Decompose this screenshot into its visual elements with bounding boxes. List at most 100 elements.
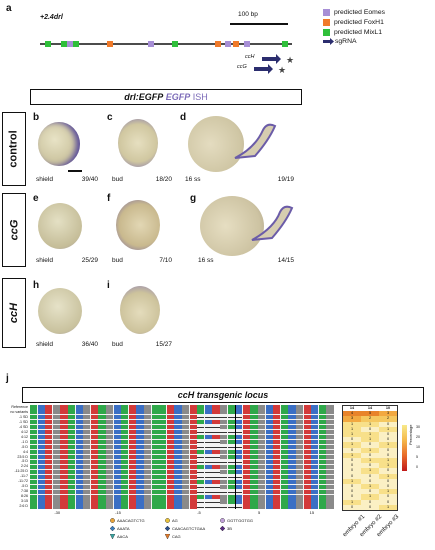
alignment-legend-item: GGTTGGTGG: [220, 518, 253, 523]
alignment-row-name: Reference: [11, 405, 28, 409]
alignment-cell: [144, 449, 152, 455]
alignment-cell: [250, 425, 258, 430]
alignment-cell: [113, 410, 121, 415]
colorbar-tick: 10: [416, 445, 420, 449]
ish-header: drl:EGFP EGFP ISH: [30, 89, 302, 105]
alignment-cell: [265, 410, 273, 415]
alignment-cell: [227, 435, 235, 440]
alignment-cell: [220, 499, 228, 504]
heatmap-cell: 1: [343, 442, 361, 448]
alignment-cell: [83, 499, 91, 504]
alignment-cell: [136, 459, 144, 465]
alignment-cell: [159, 489, 167, 494]
alignment-cell: [280, 469, 288, 474]
heatmap-cell: 2: [361, 416, 379, 422]
cut-site-line: [235, 405, 236, 509]
alignment-cell: [235, 440, 243, 445]
alignment-cell: [311, 479, 319, 484]
alignment-cell: [45, 440, 53, 445]
alignment-cell: [326, 425, 334, 430]
alignment-cell: [288, 405, 296, 410]
alignment-cell: [189, 479, 197, 484]
alignment-cell: [45, 459, 53, 465]
alignment-cell: [90, 479, 98, 484]
alignment-cell: [106, 459, 114, 465]
alignment-cell: [318, 479, 326, 484]
alignment-cell: [83, 405, 91, 410]
alignment-cell: [182, 459, 190, 465]
alignment-cell: [189, 499, 197, 504]
alignment-cell: [106, 415, 114, 420]
alignment-cell: [98, 504, 106, 509]
alignment-cell: [159, 459, 167, 465]
alignment-cell: [144, 454, 152, 460]
alignment-cell: [37, 494, 45, 499]
alignment-cell: [303, 454, 311, 460]
alignment-cell: [288, 454, 296, 460]
alignment-cell: [166, 479, 174, 484]
alignment-cell: [60, 499, 68, 504]
alignment-cell: [68, 425, 76, 430]
alignment-cell: [273, 445, 281, 450]
alignment-cell: [174, 499, 182, 504]
alignment-cell: [250, 469, 258, 474]
alignment-cell: [113, 425, 121, 430]
alignment-cell: [197, 457, 205, 458]
heatmap-cell: 0: [361, 478, 379, 484]
alignment-cell: [45, 454, 53, 460]
alignment-cell: [189, 494, 197, 499]
alignment-cell: [151, 430, 159, 435]
alignment-cell: [235, 491, 243, 493]
alignment-cell: [189, 469, 197, 474]
alignment-cell: [235, 417, 243, 419]
alignment-cell: [220, 410, 228, 415]
embryo-c: [118, 119, 158, 167]
heatmap-header: 10: [385, 406, 391, 410]
alignment-cell: [197, 491, 205, 493]
alignment-cell: [68, 469, 76, 474]
alignment-cell: [90, 459, 98, 465]
panel-e-letter: e: [33, 193, 39, 204]
heatmap-cell: 1: [379, 442, 397, 448]
alignment-cell: [166, 474, 174, 479]
alignment-cell: [235, 449, 243, 455]
alignment-legend-item: 3B: [220, 526, 232, 531]
alignment-cell: [98, 479, 106, 484]
alignment-cell: [182, 464, 190, 469]
alignment-cell: [296, 504, 304, 509]
alignment-cell: [235, 494, 243, 499]
alignment-cell: [52, 464, 60, 469]
alignment-cell: [151, 420, 159, 425]
heatmap-cell: 0: [379, 468, 397, 474]
alignment-cell: [37, 469, 45, 474]
motif-foxh1: [215, 41, 221, 47]
alignment-cell: [318, 499, 326, 504]
alignment-cell: [311, 474, 319, 479]
alignment-cell: [258, 430, 266, 435]
alignment-cell: [220, 449, 228, 455]
alignment-cell: [220, 479, 228, 484]
alignment-cell: [197, 464, 205, 469]
alignment-cell: [121, 449, 129, 455]
alignment-cell: [121, 410, 129, 415]
alignment-cell: [30, 494, 38, 499]
motif-foxh1: [233, 41, 239, 47]
stage-i: bud: [112, 341, 123, 348]
heatmap-cell: 0: [343, 484, 361, 490]
alignment-cell: [128, 425, 136, 430]
alignment-cell: [83, 430, 91, 435]
alignment-cell: [37, 449, 45, 455]
alignment-cell: [212, 494, 220, 499]
alignment-row-name: 2:24: [21, 464, 28, 469]
alignment-cell: [68, 474, 76, 479]
heatmap-cell: 1: [361, 421, 379, 427]
alignment-cell: [159, 445, 167, 450]
alignment-cell: [174, 459, 182, 465]
motif-mixl1: [45, 41, 51, 47]
alignment-cell: [45, 504, 53, 509]
alignment-cell: [318, 469, 326, 474]
alignment-cell: [45, 494, 53, 499]
alignment-cell: [204, 486, 212, 488]
alignment-cell: [144, 464, 152, 469]
alignment-cell: [197, 442, 205, 444]
